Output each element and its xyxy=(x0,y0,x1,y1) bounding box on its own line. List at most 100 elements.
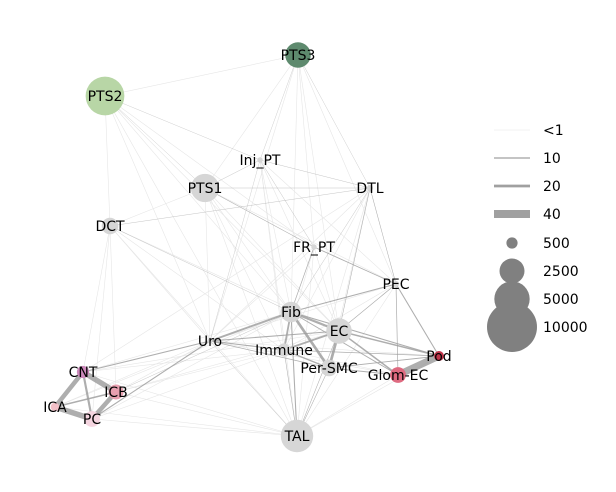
node-CNT xyxy=(76,365,90,379)
node-ICB xyxy=(108,384,124,400)
edge-DCT-DTL xyxy=(109,187,371,227)
faint-edge xyxy=(209,54,299,342)
node-Inj_PT xyxy=(257,157,263,163)
node-TAL xyxy=(280,419,314,453)
edge-PTS3-Inj_PT xyxy=(259,54,299,161)
edge-Uro-PC xyxy=(91,340,211,420)
faint-edge xyxy=(104,95,315,248)
edge-PTS2-Inj_PT xyxy=(104,95,261,161)
legend-size-marker xyxy=(487,302,537,352)
node-DCT xyxy=(101,217,119,235)
faint-edge xyxy=(54,340,211,408)
legend-size-label: 2500 xyxy=(543,264,579,280)
node-label-PTS3: PTS3 xyxy=(281,48,316,64)
node-Immune xyxy=(277,343,291,357)
node-PC xyxy=(84,411,100,427)
legend-size-label: 5000 xyxy=(543,292,579,308)
faint-edge xyxy=(91,225,111,420)
faint-edge xyxy=(82,330,340,373)
node-label-Fib: Fib xyxy=(281,305,301,321)
node-FR_PT xyxy=(311,244,317,250)
faint-edge xyxy=(91,349,285,420)
node-Glom-EC xyxy=(390,367,406,383)
faint-edge xyxy=(204,187,298,437)
node-label-Glom-EC: Glom-EC xyxy=(368,368,429,384)
faint-edge xyxy=(104,95,211,342)
legend-size-label: 500 xyxy=(543,236,570,252)
faint-edge xyxy=(104,95,340,332)
edge-TAL-EC xyxy=(296,330,340,437)
node-label-FR_PT: FR_PT xyxy=(293,240,335,256)
faint-edge xyxy=(283,283,397,351)
faint-edge xyxy=(91,311,292,420)
edge-Fib-Pod xyxy=(290,311,440,357)
faint-edge xyxy=(104,54,299,97)
faint-edge xyxy=(82,225,111,373)
node-Fib xyxy=(280,301,302,323)
edge-PEC-Pod xyxy=(395,283,440,357)
edge-FR_PT-PEC xyxy=(313,246,397,285)
edge-DTL-PEC xyxy=(369,187,397,285)
edge-PTS1-FR_PT xyxy=(204,187,315,248)
legend-size-marker xyxy=(506,237,518,249)
faint-edge xyxy=(297,54,315,248)
node-EC xyxy=(326,318,352,344)
node-label-PTS2: PTS2 xyxy=(88,89,123,105)
edge-PEC-Glom-EC xyxy=(395,283,399,376)
node-label-TAL: TAL xyxy=(284,429,310,445)
node-DTL xyxy=(366,184,374,192)
edge-Per-SMC-Pod xyxy=(328,355,440,369)
faint-edge xyxy=(259,159,285,351)
edge-Fib-Uro xyxy=(209,311,292,342)
legend-edge-label: <1 xyxy=(543,123,564,139)
node-PEC xyxy=(392,280,400,288)
faint-edge xyxy=(104,95,292,313)
faint-edge xyxy=(296,374,399,437)
edge-ICA-ICB xyxy=(54,391,117,408)
faint-edge xyxy=(259,159,292,313)
edge-Per-SMC-Glom-EC xyxy=(328,367,399,376)
faint-edge xyxy=(259,159,298,437)
edge-Fib-Per-SMC xyxy=(289,310,331,370)
faint-edge xyxy=(204,187,397,285)
faint-edge xyxy=(297,54,340,332)
faint-edge xyxy=(204,187,340,332)
node-label-PC: PC xyxy=(83,412,101,428)
faint-edge xyxy=(209,246,315,342)
faint-edge xyxy=(82,311,292,373)
node-Pod xyxy=(434,351,444,361)
faint-edge xyxy=(209,187,371,342)
edge-EC-Pod xyxy=(338,330,440,357)
edge-Fib-Glom-EC xyxy=(290,311,399,376)
faint-edge xyxy=(290,54,299,313)
faint-edge xyxy=(115,330,340,393)
edge-Uro-Per-SMC xyxy=(209,340,330,369)
faint-edge xyxy=(259,159,397,285)
legend: <1 10 20 40 500 2500 5000 10000 xyxy=(487,123,588,352)
node-label-DTL: DTL xyxy=(356,181,383,197)
faint-edge xyxy=(91,418,298,437)
faint-edge xyxy=(313,246,340,332)
faint-edge xyxy=(283,246,315,351)
faint-edge xyxy=(54,311,292,408)
node-label-Inj_PT: Inj_PT xyxy=(240,153,281,169)
edge-Inj_PT-FR_PT xyxy=(259,159,315,248)
node-label-PTS1: PTS1 xyxy=(188,181,223,197)
node-PTS3 xyxy=(285,42,311,68)
node-PTS1 xyxy=(190,173,220,203)
node-label-DCT: DCT xyxy=(95,219,125,235)
edge-Fib-TAL xyxy=(290,311,298,437)
node-Uro xyxy=(207,338,213,344)
faint-edge xyxy=(104,95,111,227)
edge-DCT-Fib xyxy=(109,225,292,313)
faint-edge xyxy=(109,225,285,351)
faint-edge xyxy=(115,340,211,393)
legend-edge-label: 10 xyxy=(543,151,561,167)
faint-edge xyxy=(109,187,206,227)
edge-PTS3-DTL xyxy=(297,54,371,189)
faint-edge-layer xyxy=(54,54,440,437)
edge-Inj_PT-Uro xyxy=(209,159,261,342)
faint-edge xyxy=(104,95,298,437)
